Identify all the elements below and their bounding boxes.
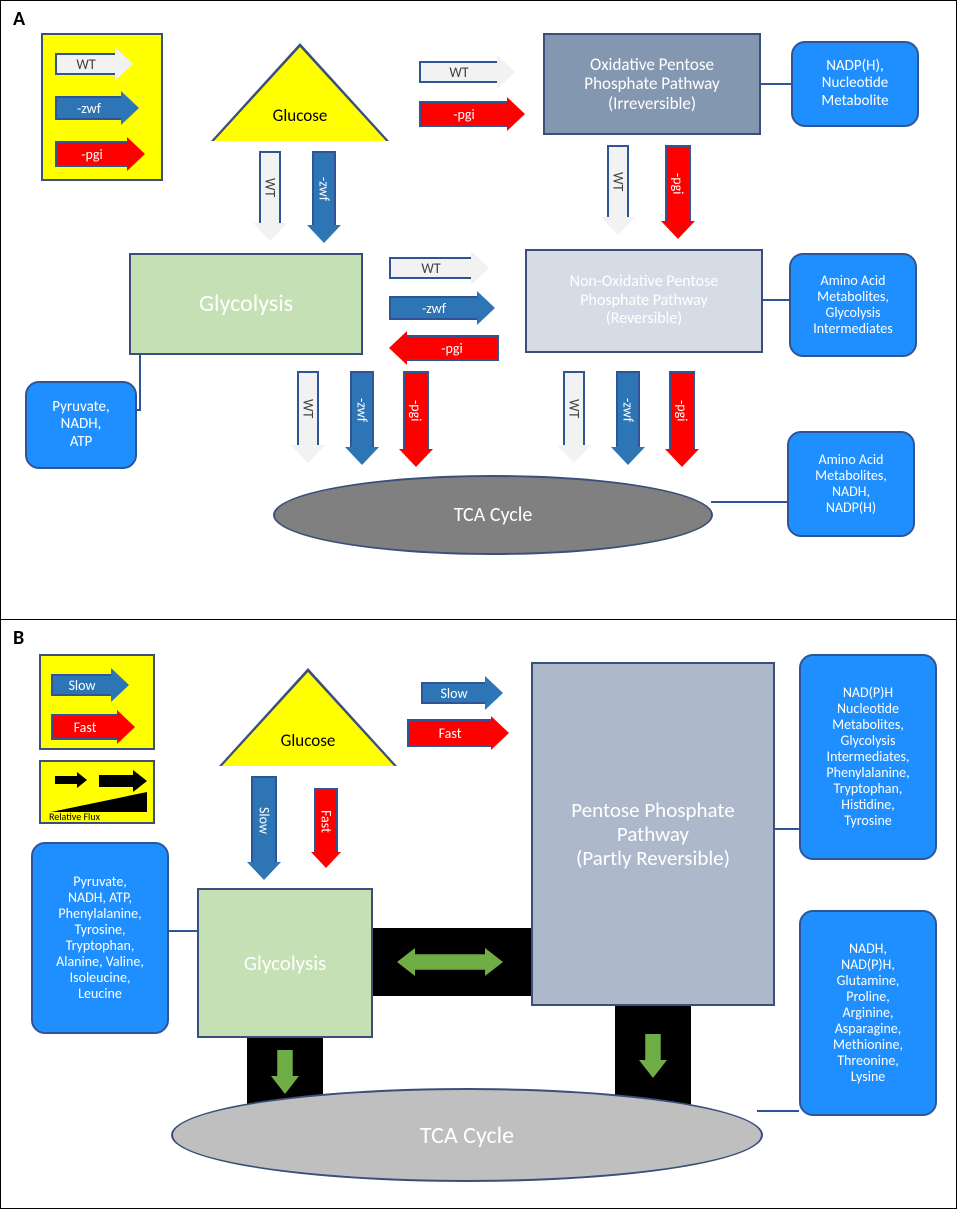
arrow-gluc-ox-pgi: -pgi	[419, 97, 525, 131]
conn-tca-b	[757, 1110, 799, 1112]
arrow-gluc-gly-wt: WT	[253, 151, 287, 241]
conn-nonox	[763, 299, 789, 301]
panel-b-letter: B	[13, 626, 24, 650]
flux-label: Relative Flux	[49, 810, 100, 823]
flux-small-arrow	[55, 772, 87, 788]
tca-b: TCA Cycle	[171, 1088, 763, 1182]
tca-a: TCA Cycle	[273, 475, 713, 555]
arrow-b-gluc-ppp-fast: Fast	[407, 716, 509, 750]
glycolysis-b-box: Glycolysis	[197, 888, 373, 1038]
conn-gly-a-v	[139, 355, 141, 409]
panel-b: B Slow Fast Relative Flux Glucose Slow	[0, 620, 957, 1209]
callout-ox: NADP(H), Nucleotide Metabolite	[791, 41, 919, 127]
arrow-gly-nonox-zwf: -zwf	[389, 291, 495, 325]
callout-ppp-b: NAD(P)H Nucleotide Metabolites, Glycolys…	[799, 654, 937, 860]
legend-b-slow: Slow	[51, 668, 129, 702]
ox-ppp-box: Oxidative Pentose Phosphate Pathway (Irr…	[543, 33, 761, 135]
conn-ox	[761, 83, 791, 85]
glucose-b: Glucose	[219, 668, 397, 766]
legend-b-fast: Fast	[51, 710, 135, 744]
arrow-ox-nonox-wt: WT	[601, 145, 635, 235]
arrow-gluc-gly-zwf: -zwf	[307, 151, 341, 243]
arrow-gluc-ox-wt: WT	[419, 55, 515, 89]
arrow-gly-tca-wt: WT	[291, 371, 325, 463]
arrow-gly-tca-zwf: -zwf	[345, 371, 379, 465]
legend-a-zwf-arrow: -zwf	[55, 91, 139, 125]
arrow-gly-tca-pgi: -pgi	[399, 371, 433, 467]
callout-nonox: Amino Acid Metabolites, Glycolysis Inter…	[789, 253, 917, 357]
glucose-a: Glucose	[211, 43, 389, 141]
flux-large-arrow	[99, 770, 147, 792]
panel-a-letter: A	[13, 7, 25, 31]
arrow-nonox-gly-pgi: -pgi	[389, 331, 499, 365]
arrow-nonox-tca-pgi: -pgi	[665, 371, 699, 467]
green-arrow-gly-tca	[271, 1050, 299, 1094]
conn-gly-b	[169, 930, 197, 932]
arrow-nonox-tca-zwf: -zwf	[611, 371, 645, 465]
arrow-ox-nonox-pgi: -pgi	[661, 145, 695, 239]
arrow-b-gluc-gly-fast: Fast	[311, 788, 341, 868]
callout-tca-a: Amino Acid Metabolites, NADH, NADP(H)	[787, 431, 915, 537]
green-arrow-gly-ppp	[397, 948, 503, 976]
legend-a-pgi-arrow: -pgi	[55, 137, 145, 171]
nonox-ppp-box: Non-Oxidative Pentose Phosphate Pathway …	[525, 249, 763, 353]
ox-ppp-text: Oxidative Pentose Phosphate Pathway (Irr…	[584, 55, 719, 114]
conn-tca-a	[711, 501, 787, 503]
legend-b-arrows: Slow Fast	[39, 654, 155, 750]
callout-gly-b: Pyruvate, NADH, ATP, Phenylalanine, Tyro…	[31, 842, 169, 1034]
callout-tca-b: NADH, NAD(P)H, Glutamine, Proline, Argin…	[799, 910, 937, 1116]
callout-gly-a: Pyruvate, NADH, ATP	[25, 381, 137, 469]
legend-a: WT -zwf -pgi	[41, 33, 163, 181]
legend-b-flux: Relative Flux	[39, 760, 155, 824]
ppp-b-box: Pentose Phosphate Pathway (Partly Revers…	[531, 662, 775, 1006]
arrow-b-gluc-gly-slow: Slow	[247, 776, 281, 880]
panel-a: A WT -zwf -pgi Glucose WT -pgi Oxidative…	[0, 0, 957, 620]
arrow-nonox-tca-wt: WT	[557, 371, 591, 463]
arrow-b-gluc-ppp-slow: Slow	[421, 676, 503, 710]
arrow-gly-nonox-wt: WT	[389, 251, 489, 285]
conn-ppp-b	[775, 828, 799, 830]
flux-triangle	[51, 792, 147, 812]
glycolysis-a-box: Glycolysis	[129, 253, 363, 355]
legend-a-wt-arrow: WT	[55, 47, 133, 81]
green-arrow-ppp-tca	[639, 1034, 667, 1078]
